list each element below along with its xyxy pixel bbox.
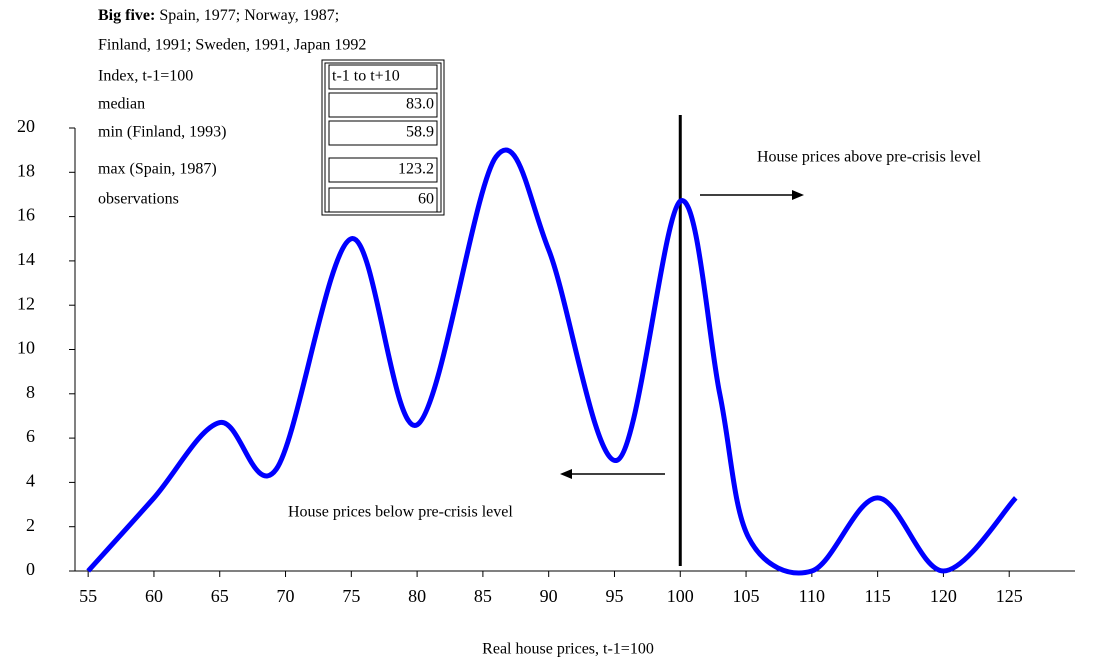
- x-tick-label: 120: [930, 586, 957, 606]
- table-cell: [328, 120, 438, 146]
- x-axis-label: Real house prices, t-1=100: [482, 641, 654, 658]
- x-tick-label: 65: [211, 586, 229, 606]
- table-value: 58.9: [406, 124, 434, 141]
- y-tick-label: 6: [26, 426, 35, 446]
- x-tick-label: 60: [145, 586, 163, 606]
- arrow-head: [560, 469, 572, 479]
- x-tick-label: 90: [540, 586, 558, 606]
- y-tick-label: 20: [17, 116, 35, 136]
- table-frame: [321, 59, 445, 216]
- x-tick-label: 115: [864, 586, 890, 606]
- x-tick-label: 70: [277, 586, 295, 606]
- table-cell: [328, 157, 438, 183]
- table-cell: [328, 64, 438, 90]
- y-tick-label: 0: [26, 559, 35, 579]
- x-tick-label: 110: [799, 586, 825, 606]
- y-tick-label: 16: [17, 205, 35, 225]
- y-tick-label: 8: [26, 382, 35, 402]
- x-tick-label: 80: [408, 586, 426, 606]
- y-tick-label: 10: [17, 338, 35, 358]
- note-lead: Big five:: [98, 7, 155, 24]
- note-line: Finland, 1991; Sweden, 1991, Japan 1992: [98, 37, 366, 54]
- table-label: median: [98, 96, 145, 113]
- y-tick-label: 2: [26, 515, 35, 535]
- table-label: observations: [98, 191, 179, 208]
- x-tick-label: 75: [342, 586, 360, 606]
- table-header: t-1 to t+10: [332, 68, 400, 85]
- arrow-head: [792, 190, 804, 200]
- annotation: House prices below pre-crisis level: [288, 504, 513, 521]
- table-label: max (Spain, 1987): [98, 161, 217, 178]
- table-header: Index, t-1=100: [98, 68, 193, 85]
- x-tick-label: 85: [474, 586, 492, 606]
- y-tick-label: 4: [26, 471, 35, 491]
- annotation: House prices above pre-crisis level: [757, 149, 981, 166]
- table-value: 83.0: [406, 96, 434, 113]
- table-cell: [328, 187, 438, 213]
- x-tick-label: 95: [605, 586, 623, 606]
- x-tick-label: 125: [996, 586, 1023, 606]
- y-tick-label: 18: [17, 160, 35, 180]
- x-tick-label: 55: [79, 586, 97, 606]
- y-tick-label: 14: [17, 249, 35, 269]
- table-label: min (Finland, 1993): [98, 124, 226, 141]
- y-tick-label: 12: [17, 293, 35, 313]
- note-text: Spain, 1977; Norway, 1987;: [159, 7, 339, 24]
- x-tick-label: 105: [733, 586, 760, 606]
- table: Index, t-1=100 t-1 to t+10 median 83.0 min (…: [98, 64, 438, 213]
- table-cell: [328, 92, 438, 118]
- table-value: 60: [418, 191, 434, 208]
- x-tick-label: 100: [667, 586, 694, 606]
- table-value: 123.2: [398, 161, 434, 178]
- series-line: [86, 147, 1018, 576]
- note-line: Big five: Spain, 1977; Norway, 1987;: [98, 7, 339, 24]
